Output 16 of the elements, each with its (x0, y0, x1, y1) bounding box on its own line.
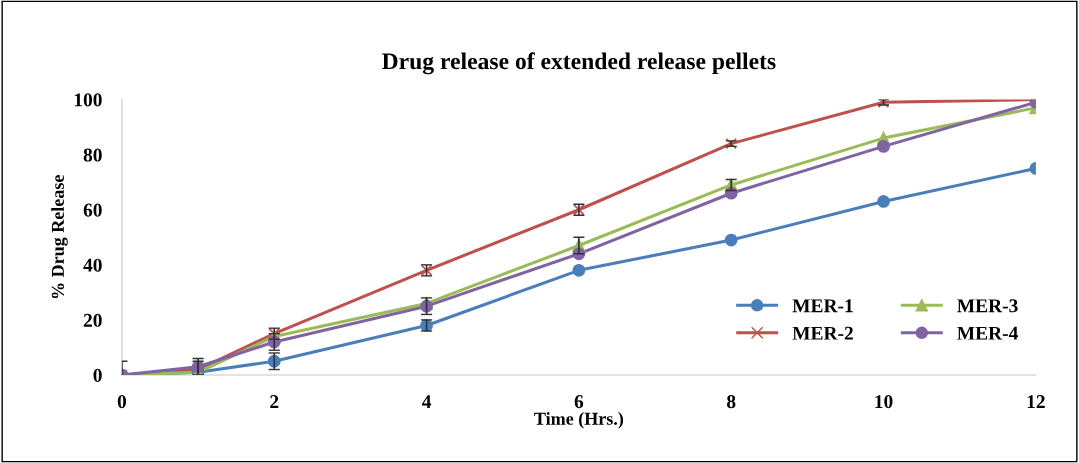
x-tick-label: 4 (421, 395, 432, 408)
chart-title: Drug release of extended release pellets (382, 52, 776, 75)
x-tick-label: 8 (726, 395, 736, 409)
x-tick-label: 2 (270, 395, 279, 408)
y-axis-title: % Drug Release (51, 175, 68, 299)
y-tick-label: 0 (93, 368, 102, 382)
x-tick-label: 10 (875, 395, 893, 409)
y-tick-label: 80 (83, 148, 102, 162)
x-tick-label: 6 (574, 395, 584, 409)
x-tick-label: 12 (1027, 395, 1045, 408)
x-tick-label: 0 (117, 395, 127, 409)
y-tick-label: 40 (83, 258, 102, 272)
y-tick-label: 60 (83, 203, 102, 217)
y-tick-label: 100 (74, 93, 102, 107)
x-axis-title: Time (Hrs.) (534, 412, 624, 429)
y-tick-label: 20 (83, 313, 102, 327)
